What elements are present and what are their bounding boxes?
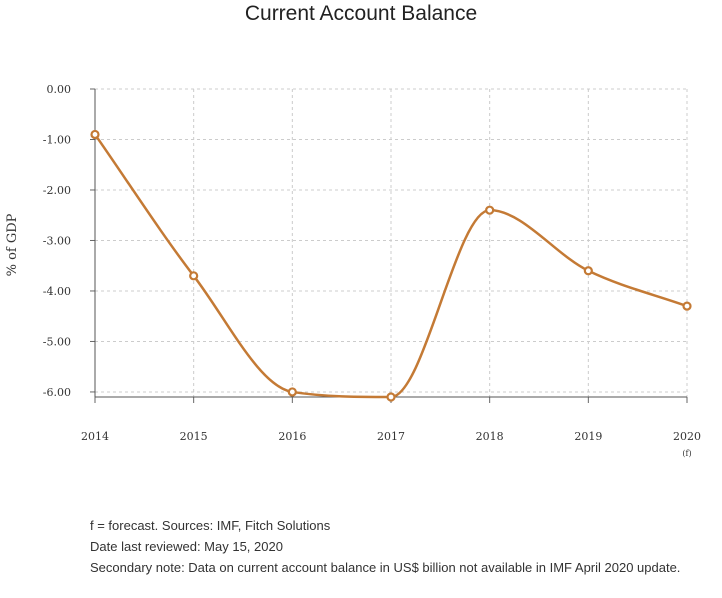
- y-tick-label: -4.00: [43, 285, 71, 298]
- forecast-note: f = forecast. Sources: IMF, Fitch Soluti…: [90, 518, 331, 533]
- y-tick-labels: 0.00 -1.00 -2.00 -3.00 -4.00 -5.00 -6.00: [43, 83, 71, 399]
- y-tick-label: -3.00: [43, 234, 71, 247]
- forecast-marker: (f): [682, 449, 691, 458]
- x-tick-label: 2020: [673, 430, 701, 443]
- x-tick-label: 2018: [476, 430, 504, 443]
- chart-title: Current Account Balance: [244, 2, 478, 25]
- review-date-note: Date last reviewed: May 15, 2020: [90, 539, 283, 554]
- x-tick-label: 2017: [377, 430, 405, 443]
- data-point: [682, 301, 692, 311]
- y-tick-label: -2.00: [43, 184, 71, 197]
- data-point: [287, 387, 297, 397]
- x-tick-labels: 2014 2015 2016 2017 2018 2019 2020 (f): [81, 430, 701, 458]
- x-tick-label: 2016: [278, 430, 306, 443]
- x-tick-label: 2019: [574, 430, 602, 443]
- data-point: [583, 266, 593, 276]
- chart-notes: f = forecast. Sources: IMF, Fitch Soluti…: [90, 515, 720, 578]
- x-tick-label: 2015: [180, 430, 208, 443]
- x-tick-label: 2014: [81, 430, 109, 443]
- data-point: [386, 392, 396, 402]
- y-tick-label: 0.00: [47, 83, 72, 96]
- data-point: [90, 129, 100, 140]
- y-axis-label: % of GDP: [5, 213, 20, 276]
- grid-lines: [94, 88, 688, 397]
- data-points: [90, 129, 692, 402]
- axes: [90, 88, 688, 403]
- data-point: [485, 205, 495, 215]
- y-tick-label: -5.00: [43, 335, 71, 348]
- y-tick-label: -6.00: [43, 386, 71, 399]
- secondary-note: Secondary note: Data on current account …: [90, 560, 681, 575]
- data-point: [189, 271, 199, 281]
- y-tick-label: -1.00: [43, 133, 71, 146]
